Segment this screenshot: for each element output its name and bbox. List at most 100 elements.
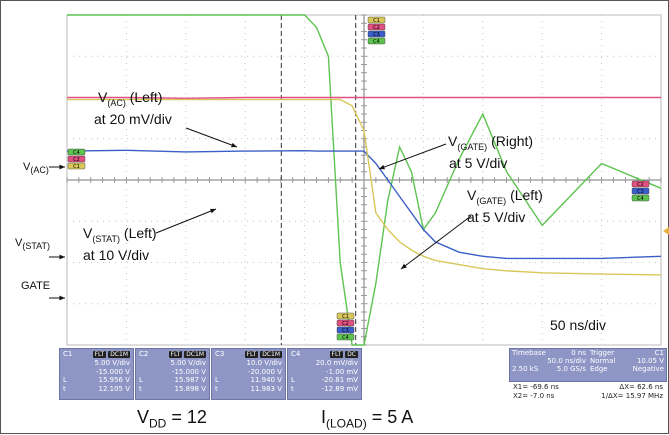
trace-tag-text: C2 [73, 157, 80, 163]
vdiv-value: 5.00 V/div [94, 359, 131, 367]
readout-key: t [139, 384, 142, 393]
iload-label: I(LOAD) = 5 A [321, 407, 414, 431]
readout-key: L [63, 376, 67, 384]
timebase-delay: 0 ns [571, 349, 586, 357]
channel-name: C3 [215, 350, 225, 358]
readout-value: 15.956 V [98, 376, 130, 384]
channel-name: C2 [139, 350, 149, 358]
trigger-level-marker [663, 227, 669, 235]
offset-value: -15.000 V [95, 367, 130, 376]
vgate-right-scale: at 5 V/div [449, 155, 508, 171]
trace-tag-box [67, 155, 86, 163]
side-gate-label: GATE [21, 280, 51, 292]
channel-name: C4 [291, 350, 301, 358]
top-tag-text: C3 [373, 32, 380, 38]
dx-value: 62.6 ns [637, 383, 663, 391]
trace-c1 [67, 98, 662, 276]
vdd-label: VDD = 12 [137, 407, 207, 431]
bottom-tag-box [336, 333, 355, 341]
channel-panel-c4[interactable]: C4 FLT DC 20.0 mV/div -1.00 mV L -20.81 mV … [287, 348, 362, 400]
bottom-tag-box [336, 326, 355, 334]
readout-key: L [139, 376, 143, 384]
bottom-tag-box [336, 319, 355, 327]
vstat-left-scale: at 10 V/div [83, 247, 150, 263]
inv-dx-label: 1/ΔX= [601, 392, 624, 400]
inv-dx-value: 15.97 MHz [625, 392, 663, 400]
bottom-tag-text: C1 [342, 314, 349, 320]
offset-value: -1.00 mV [326, 367, 358, 376]
timebase-title: Timebase [512, 349, 546, 357]
x2-value: -7.0 ns [530, 392, 555, 400]
trigger-type: Edge [590, 365, 608, 373]
trace-c4 [67, 14, 662, 346]
arrow-vgate-right [378, 143, 447, 170]
readout-value: 11.940 V [250, 376, 282, 384]
offset-value: -15.000 V [171, 367, 206, 376]
right-tag-text: C3 [637, 189, 644, 195]
vgate-right-label: V(GATE) (Right) [448, 133, 534, 152]
vgate-left-label: V(GATE) (Left) [467, 187, 543, 206]
right-tag-box [631, 194, 650, 202]
timebase-samplerate: 5.0 GS/s [556, 365, 586, 373]
readout-value: 11.983 V [250, 384, 282, 393]
right-tag-text: C2 [637, 182, 644, 188]
top-tag-box [367, 16, 386, 24]
arrow-vgate-right-head [379, 164, 385, 170]
channel-panel-c1[interactable]: C1 FLT DC1M 5.00 V/div -15.000 V L 15.956 V… [59, 348, 134, 400]
readout-value: 12.105 V [98, 384, 130, 393]
arrow-side-gate-head [59, 295, 65, 301]
channel-panel-c3[interactable]: C3 FLT DC1M 10.0 V/div -20.000 V L 11.940 V… [211, 348, 286, 400]
filter-tag: FLT [244, 350, 259, 358]
top-tag-text: C1 [373, 18, 380, 24]
arrow-vgate-left [400, 215, 472, 270]
x1-value: -69.6 ns [530, 383, 559, 391]
readout-value: 15.987 V [174, 376, 206, 384]
arrow-vstat [155, 208, 217, 234]
vstat-left-label: V(STAT) (Left) [83, 225, 157, 244]
bottom-tag-text: C4 [342, 335, 349, 341]
dx-label: ΔX= [619, 383, 635, 391]
cursor-readout: X1= -69.6 ns ΔX= 62.6 ns X2= -7.0 ns 1/ΔX=… [509, 383, 667, 401]
readout-key: L [215, 376, 219, 384]
arrow-vac-head [231, 142, 237, 148]
top-tag-box [367, 23, 386, 31]
vgate-left-scale: at 5 V/div [467, 209, 526, 225]
trigger-mode: Normal [590, 357, 616, 365]
trace-tag-text: C4 [73, 150, 80, 156]
trigger-section[interactable]: Trigger C1 Normal 10.05 V Edge Negative [588, 349, 666, 373]
trace-c2 [67, 96, 661, 100]
readout-value: -20.81 mV [321, 376, 358, 384]
top-tag-text: C4 [373, 39, 380, 45]
timebase-trigger-panel[interactable]: Timebase 0 ns 50.0 ns/div 2.50 kS 5.0 GS/s… [509, 348, 667, 382]
arrow-side-vac-head [59, 164, 65, 170]
right-tag-box [631, 180, 650, 188]
right-tag-box [631, 187, 650, 195]
vac-left-label: V(AC) (Left) [98, 89, 163, 108]
side-vstat-label: V(STAT) [15, 237, 51, 252]
bottom-tag-text: C2 [342, 321, 349, 327]
coupling-tag: DC [345, 350, 358, 358]
top-tag-box [367, 30, 386, 38]
top-tag-text: C2 [373, 25, 380, 31]
trigger-title: Trigger [590, 349, 615, 357]
readout-key: t [215, 384, 218, 393]
top-tag-box [367, 37, 386, 45]
timebase-tdiv: 50.0 ns/div [547, 357, 586, 365]
arrow-vac [185, 127, 238, 148]
arrow-side-vstat-head [59, 254, 65, 260]
arrow-vstat-head [210, 208, 216, 214]
trace-tag-text: C1 [73, 164, 80, 170]
side-vac-label: V(AC) [23, 161, 49, 176]
bottom-tag-text: C3 [342, 328, 349, 334]
channel-panel-c2[interactable]: C2 FLT DC1M 5.00 V/div -15.000 V L 15.987 V… [135, 348, 210, 400]
readout-key: t [291, 384, 294, 393]
trigger-slope: Negative [632, 365, 664, 373]
readout-key: L [291, 376, 295, 384]
timebase-section[interactable]: Timebase 0 ns 50.0 ns/div 2.50 kS 5.0 GS/s [510, 349, 588, 373]
bottom-tag-box [336, 312, 355, 320]
readout-value: -12.89 mV [321, 384, 358, 393]
channel-name: C1 [63, 350, 73, 358]
readout-value: 15.898 V [174, 384, 206, 393]
